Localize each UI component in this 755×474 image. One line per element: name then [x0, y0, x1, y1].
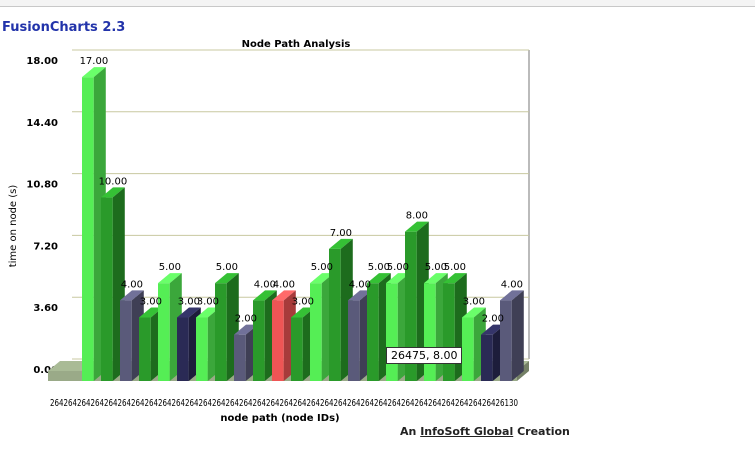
credit-prefix: An [400, 425, 417, 438]
bar-top [405, 221, 429, 232]
bar-front [500, 300, 512, 381]
bar-side [511, 290, 524, 381]
bar-top [443, 273, 467, 284]
y-tick-label: 0.00 [33, 365, 58, 376]
bar-value-label: 17.00 [80, 56, 109, 67]
bar-top [196, 307, 220, 318]
bar-value-label: 2.00 [482, 314, 504, 325]
bar-front [481, 334, 493, 381]
bar-value-label: 5.00 [387, 262, 409, 273]
bar-value-label: 7.00 [330, 228, 352, 239]
bar-top [101, 187, 125, 198]
bar-value-label: 4.00 [273, 279, 295, 290]
infosoft-link[interactable]: InfoSoft Global [420, 425, 514, 438]
bar-value-label: 10.00 [99, 176, 128, 187]
bar-front [272, 300, 284, 381]
bar-value-label: 5.00 [368, 262, 390, 273]
bar-value-label: 5.00 [216, 262, 238, 273]
top-border [0, 0, 755, 7]
bar-front [82, 77, 94, 382]
x-axis-label: node path (node IDs) [220, 413, 339, 424]
app-title: FusionCharts 2.3 [2, 20, 126, 35]
bar-top [82, 67, 106, 78]
bar-top [177, 307, 201, 318]
bar-top [215, 273, 239, 284]
bar-value-label: 4.00 [254, 279, 276, 290]
bar-top [481, 324, 505, 335]
bar-front [367, 283, 379, 381]
bar-top [386, 273, 410, 284]
bar-front [177, 317, 189, 381]
bar-value-label: 3.00 [140, 297, 162, 308]
bar-value-label: 4.00 [349, 279, 371, 290]
bar-front [139, 317, 151, 381]
y-axis-label: time on node (s) [8, 185, 19, 268]
value-label-layer: 17.0010.004.003.005.003.003.005.002.004.… [80, 56, 523, 325]
y-tick-label: 3.60 [33, 303, 58, 314]
bar-front [424, 283, 436, 381]
y-tick-label: 14.40 [26, 118, 58, 129]
bar-layer [82, 67, 524, 382]
credit-suffix: Creation [517, 425, 570, 438]
bar-front [234, 334, 246, 381]
y-tick-label: 10.80 [26, 180, 58, 191]
bar-top [462, 307, 486, 318]
bar-value-label: 5.00 [311, 262, 333, 273]
bar-front [291, 317, 303, 381]
bar-front [310, 283, 322, 381]
bar-front [215, 283, 227, 381]
bar-front [462, 317, 474, 381]
bar-front [253, 300, 265, 381]
hover-tooltip: 26475, 8.00 [386, 347, 463, 364]
bar-top [234, 324, 258, 335]
bar-top [310, 273, 334, 284]
bar-value-label: 5.00 [159, 262, 181, 273]
bar-top [253, 290, 277, 301]
bar-top [367, 273, 391, 284]
chart-title: Node Path Analysis [242, 39, 351, 50]
bar-front [120, 300, 132, 381]
bar-value-label: 2.00 [235, 314, 257, 325]
bar-front [405, 231, 417, 381]
bar-value-label: 3.00 [178, 297, 200, 308]
bar-top [120, 290, 144, 301]
bar-front [196, 317, 208, 381]
bar-front [348, 300, 360, 381]
bar-front [101, 197, 113, 381]
bar-front [158, 283, 170, 381]
bar-top [272, 290, 296, 301]
bar-top [158, 273, 182, 284]
bar-value-label: 4.00 [121, 279, 143, 290]
bar-front [329, 248, 341, 381]
bar-value-label: 4.00 [501, 279, 523, 290]
bar-value-label: 5.00 [425, 262, 447, 273]
bar-value-label: 3.00 [197, 297, 219, 308]
credit-line: An InfoSoft Global Creation [400, 425, 570, 438]
bar[interactable] [500, 290, 524, 381]
bar-value-label: 5.00 [444, 262, 466, 273]
bar-front [386, 283, 398, 381]
y-tick-label: 7.20 [33, 241, 58, 252]
bar-top [500, 290, 524, 301]
bar-value-label: 8.00 [406, 211, 428, 222]
bar-top [424, 273, 448, 284]
bar-top [291, 307, 315, 318]
bar-value-label: 3.00 [292, 297, 314, 308]
bar-top [348, 290, 372, 301]
bar-front [443, 283, 455, 381]
bar-value-label: 3.00 [463, 297, 485, 308]
y-tick-label: 18.00 [26, 56, 58, 67]
x-category-labels: 2642642642642642642642642642642642642642… [50, 398, 518, 409]
bar-top [139, 307, 163, 318]
bar-top [329, 238, 353, 249]
